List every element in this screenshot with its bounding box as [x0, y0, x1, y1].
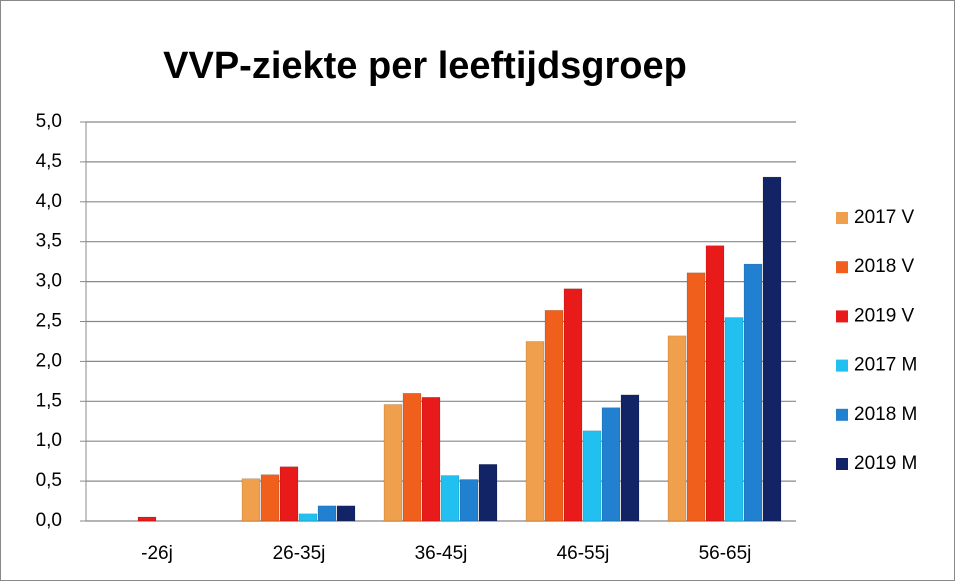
y-tick-label: 4,5: [36, 151, 62, 172]
bar: [620, 394, 640, 522]
bar: [601, 407, 621, 522]
bar: [582, 430, 602, 522]
bar: [440, 475, 460, 522]
legend-label: 2017 M: [854, 355, 917, 376]
bar: [421, 397, 441, 522]
bar: [317, 505, 337, 522]
chart-title: VVP-ziekte per leeftijdsgroep: [163, 45, 687, 87]
legend-label: 2018 V: [854, 256, 915, 277]
legend-swatch: [836, 458, 848, 470]
y-tick-label: 0,0: [36, 510, 62, 531]
bar: [478, 464, 498, 522]
x-tick-label: -26j: [141, 543, 173, 564]
bar: [525, 341, 545, 522]
y-tick-label: 4,0: [36, 191, 62, 212]
legend-swatch: [836, 261, 848, 274]
y-tick-label: 3,5: [36, 231, 62, 252]
bar: [743, 263, 763, 522]
y-tick-label: 2,0: [36, 350, 62, 371]
y-tick-label: 5,0: [36, 111, 62, 132]
bar: [544, 310, 564, 522]
bar: [563, 288, 583, 522]
bar: [260, 474, 280, 522]
bar: [383, 404, 403, 522]
bar: [241, 478, 261, 522]
bar: [459, 479, 479, 522]
bar: [762, 176, 782, 522]
bar: [298, 513, 318, 522]
y-tick-label: 2,5: [36, 311, 62, 332]
y-tick-label: 1,5: [36, 390, 62, 411]
bar: [724, 317, 744, 522]
legend-label: 2019 M: [854, 453, 917, 474]
legend-label: 2019 V: [854, 305, 915, 326]
x-tick-label: 46-55j: [557, 543, 610, 564]
legend-label: 2018 M: [854, 404, 917, 425]
legend-swatch: [836, 408, 848, 421]
x-tick-label: 26-35j: [273, 543, 326, 564]
legend-label: 2017 V: [854, 207, 915, 228]
bar: [667, 335, 687, 522]
bar: [137, 516, 157, 522]
bar: [705, 245, 725, 522]
bar: [336, 505, 356, 522]
y-tick-label: 1,0: [36, 430, 62, 451]
bar: [279, 466, 299, 522]
y-tick-label: 0,5: [36, 470, 62, 491]
x-tick-label: 36-45j: [415, 543, 468, 564]
bar: [402, 393, 422, 522]
legend-swatch: [836, 359, 848, 372]
legend-swatch: [836, 212, 848, 224]
x-tick-label: 56-65j: [699, 543, 752, 564]
y-tick-label: 3,0: [36, 271, 62, 292]
legend-swatch: [836, 310, 848, 323]
bar: [686, 272, 706, 522]
